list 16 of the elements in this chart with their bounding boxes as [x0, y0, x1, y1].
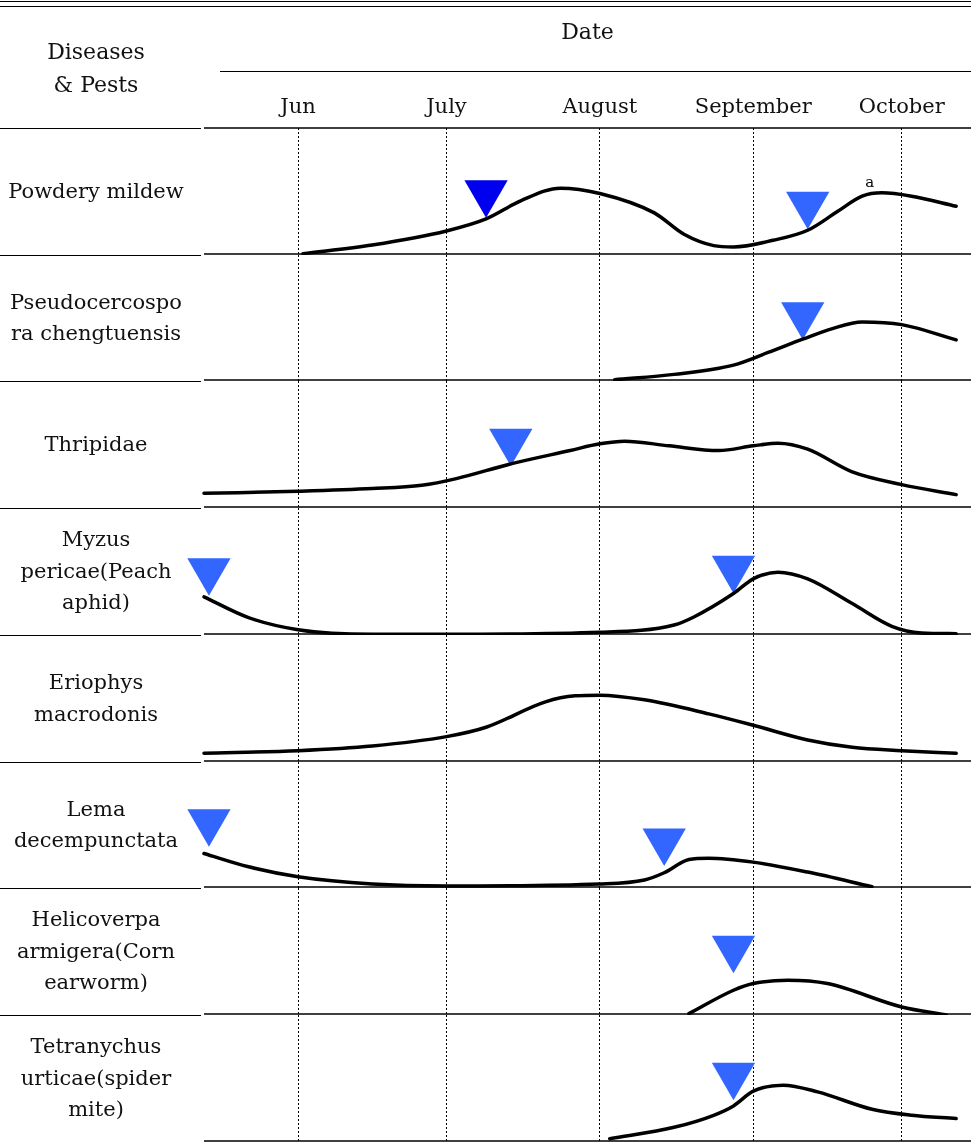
chart-title: Tetranychus urticae(spider mite)	[19, 1033, 173, 1124]
x-tick-label: October	[858, 93, 946, 118]
chart-title: Pseudocercospora chengtuensis	[9, 288, 183, 347]
x-tick-label: August	[561, 93, 638, 118]
annotation: a	[865, 172, 875, 191]
chart-title: Myzus pericae(Peach aphid)	[19, 526, 173, 617]
chart-title: Eriophys macrodonis	[33, 669, 159, 728]
chart-title: Helicoverpa armigera(Corn earworm)	[15, 906, 177, 997]
chart-title: Lema decempunctata	[12, 795, 180, 854]
chart-title: Thripidae	[43, 430, 149, 458]
x-tick-label: September	[694, 93, 813, 118]
text: Diseases & Pests	[46, 38, 146, 99]
x-tick-label: July	[424, 93, 467, 118]
x-tick-label: Jun	[278, 93, 316, 118]
chart-title: Powdery mildew	[7, 177, 185, 205]
x-axis-title: Date	[561, 18, 614, 44]
